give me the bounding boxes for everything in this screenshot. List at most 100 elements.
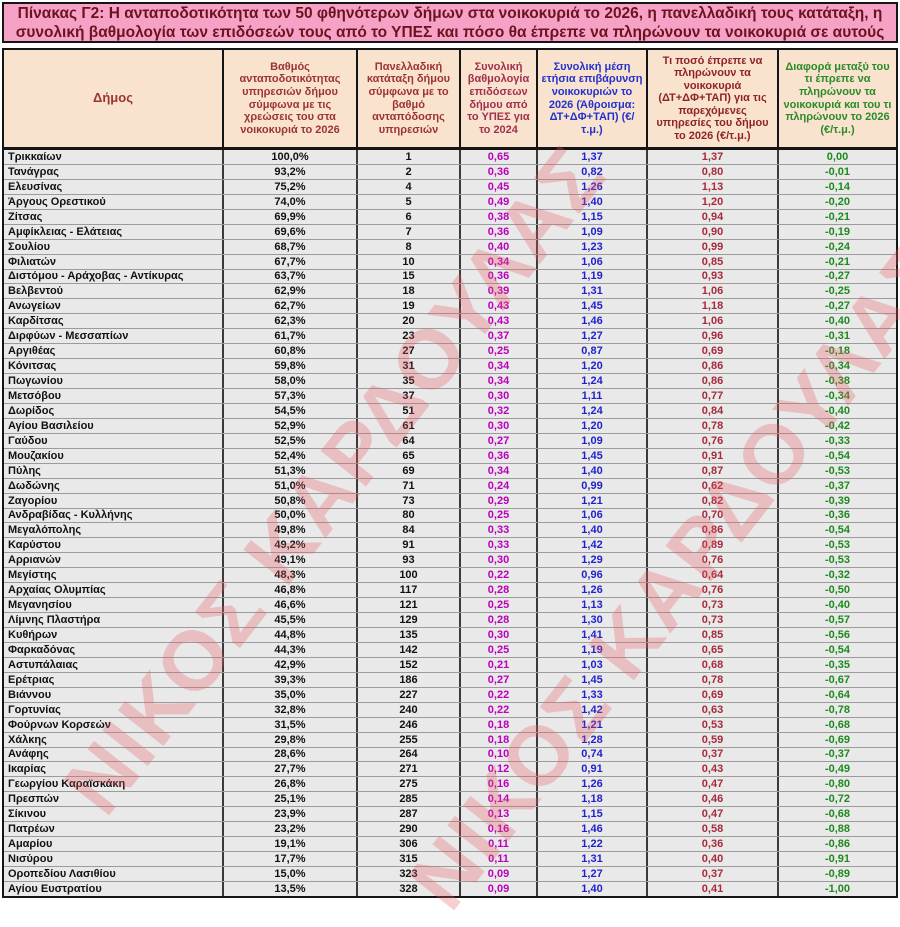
value-cell: 1,37 [648, 150, 779, 164]
value-cell: -0,18 [824, 345, 851, 358]
column-header-5: Συνολική μέση ετήσια επιβάρυνση νοικοκυρ… [538, 50, 648, 147]
column-header-7: Διαφορά μεταξύ του τι έπρεπε να πληρώνου… [783, 60, 892, 136]
value-cell: 60,8% [224, 344, 358, 359]
value-cell: 1,19 [538, 642, 648, 657]
value-cell: -0,31 [824, 330, 851, 343]
value-cell: 48,3% [224, 568, 358, 583]
value-cell: 1,46 [538, 822, 648, 837]
value-cell: 0,29 [461, 493, 538, 508]
value-cell: 1,28 [538, 732, 648, 747]
value-cell: 19,1% [224, 837, 358, 852]
value-cell: 1,18 [648, 299, 779, 314]
value-cell: 1,20 [538, 359, 648, 374]
table-row: Κυθήρων 44,8% 135 0,30 1,41 0,85 -0,56 [4, 628, 896, 643]
value-cell: 0,47 [648, 777, 779, 792]
municipality-name: Άργους Ορεστικού [4, 194, 224, 209]
value-cell: 7 [358, 224, 461, 239]
value-cell: 54,5% [224, 403, 358, 418]
value-cell: 240 [358, 702, 461, 717]
table-row: Ανωγείων 62,7% 19 0,43 1,45 1,18 -0,27 [4, 299, 896, 315]
municipality-name: Τρικκαίων [4, 150, 224, 164]
value-cell: 80 [358, 508, 461, 523]
value-cell: 0,68 [648, 657, 779, 672]
value-cell: 0,34 [461, 254, 538, 269]
table-row: Πατρέων 23,2% 290 0,16 1,46 0,58 -0,88 [4, 822, 896, 838]
value-cell: 0,69 [648, 687, 779, 702]
municipality-name: Πρεσπών [4, 792, 224, 807]
value-cell: 0,13 [461, 807, 538, 822]
municipality-name: Σουλίου [4, 239, 224, 254]
value-cell: -0,40 [824, 599, 851, 612]
value-cell: 0,93 [648, 269, 779, 284]
municipality-name: Κυθήρων [4, 628, 224, 642]
municipality-name: Νισύρου [4, 852, 224, 866]
value-cell: -0,36 [824, 509, 851, 522]
table-row: Γαύδου 52,5% 64 0,27 1,09 0,76 -0,33 [4, 433, 896, 449]
value-cell: 100 [358, 568, 461, 583]
value-cell: 0,85 [648, 628, 779, 642]
value-cell: 19 [358, 299, 461, 314]
value-cell: 0,64 [648, 568, 779, 583]
table-row: Φιλιατών 67,7% 10 0,34 1,06 0,85 -0,21 [4, 254, 896, 270]
value-cell: -0,89 [824, 867, 851, 880]
value-cell: 1,31 [538, 852, 648, 866]
value-cell: 0,43 [461, 299, 538, 314]
value-cell: 8 [358, 239, 461, 254]
value-cell: 0,94 [648, 209, 779, 224]
value-cell: 0,34 [461, 374, 538, 388]
value-cell: 2 [358, 164, 461, 179]
table-row: Τανάγρας 93,2% 2 0,36 0,82 0,80 -0,01 [4, 164, 896, 180]
value-cell: 0,11 [461, 852, 538, 866]
table-row: Αργιθέας 60,8% 27 0,25 0,87 0,69 -0,18 [4, 344, 896, 360]
value-cell: 1,40 [538, 463, 648, 478]
value-cell: 0,25 [461, 642, 538, 657]
table-row: Πρεσπών 25,1% 285 0,14 1,18 0,46 -0,72 [4, 792, 896, 808]
value-cell: -0,34 [824, 360, 851, 373]
value-cell: 0,09 [461, 881, 538, 896]
value-cell: 59,8% [224, 359, 358, 374]
municipality-name: Αμφίκλειας - Ελάτειας [4, 224, 224, 239]
table-row: Μεγανησίου 46,6% 121 0,25 1,13 0,73 -0,40 [4, 598, 896, 614]
value-cell: 28,6% [224, 747, 358, 762]
value-cell: 1,33 [538, 687, 648, 702]
value-cell: 0,27 [461, 672, 538, 687]
value-cell: 271 [358, 762, 461, 777]
table-row: Πύλης 51,3% 69 0,34 1,40 0,87 -0,53 [4, 463, 896, 479]
value-cell: -0,27 [824, 300, 851, 313]
value-cell: 0,40 [461, 239, 538, 254]
value-cell: -0,27 [824, 270, 851, 283]
value-cell: 0,00 [826, 150, 849, 163]
table-row: Διστόμου - Αράχοβας - Αντίκυρας 63,7% 15 0,… [4, 269, 896, 285]
table-row: Τρικκαίων 100,0% 1 0,65 1,37 1,37 0,00 [4, 150, 896, 165]
value-cell: 0,53 [648, 717, 779, 732]
value-cell: 63,7% [224, 269, 358, 284]
value-cell: 0,27 [461, 433, 538, 448]
table-row: Ζίτσας 69,9% 6 0,38 1,15 0,94 -0,21 [4, 209, 896, 225]
value-cell: 52,5% [224, 433, 358, 448]
value-cell: 0,74 [538, 747, 648, 762]
value-cell: 68,7% [224, 239, 358, 254]
value-cell: 31,5% [224, 717, 358, 732]
municipality-name: Φαρκαδόνας [4, 642, 224, 657]
table-row: Δωρίδος 54,5% 51 0,32 1,24 0,84 -0,40 [4, 403, 896, 419]
value-cell: 0,87 [648, 463, 779, 478]
table-row: Αμφίκλειας - Ελάτειας 69,6% 7 0,36 1,09 0,90 -… [4, 224, 896, 240]
table-row: Ανάφης 28,6% 264 0,10 0,74 0,37 -0,37 [4, 747, 896, 763]
value-cell: 0,30 [461, 553, 538, 568]
value-cell: -0,33 [824, 434, 851, 447]
value-cell: 44,8% [224, 628, 358, 642]
municipality-name: Ερέτριας [4, 672, 224, 687]
value-cell: 1,09 [538, 224, 648, 239]
municipality-name: Μεγανησίου [4, 598, 224, 613]
value-cell: -0,67 [824, 673, 851, 686]
value-cell: -0,21 [824, 210, 851, 223]
value-cell: 0,36 [461, 269, 538, 284]
table-row: Βιάννου 35,0% 227 0,22 1,33 0,69 -0,64 [4, 687, 896, 703]
value-cell: 0,78 [648, 418, 779, 433]
column-header-1: Δήμος [4, 50, 224, 147]
value-cell: 315 [358, 852, 461, 866]
value-cell: 0,90 [648, 224, 779, 239]
value-cell: 0,65 [461, 150, 538, 164]
value-cell: 1,40 [538, 194, 648, 209]
value-cell: 0,16 [461, 777, 538, 792]
